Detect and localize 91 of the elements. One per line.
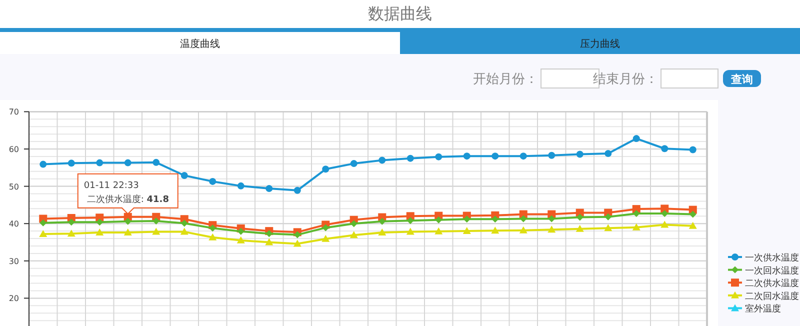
point [604,213,612,220]
point [152,158,160,166]
legend-label: 一次回水温度 [745,265,799,276]
point [632,223,640,230]
text: 查询 [730,73,753,86]
point [688,222,697,229]
point [492,152,499,160]
point [67,230,76,237]
y-tick-label: 50 [8,182,19,192]
point [406,217,414,224]
point [660,204,669,213]
point [520,215,527,222]
point [40,219,47,226]
point [491,226,500,234]
point [209,178,216,185]
legend-label: 二次供水温度 [745,278,799,290]
point [152,217,160,224]
point [434,227,443,234]
point [208,233,217,240]
point [96,218,104,226]
y-tick-label: 70 [8,108,19,117]
annotation: 01-11 22:33 二次供水温度: 41.8 [84,180,169,205]
point [294,186,301,194]
point [266,185,273,192]
point [689,146,696,154]
point [237,182,244,190]
point [180,220,188,227]
point [237,228,244,235]
text: 结束月份： [593,72,658,87]
point [435,153,442,160]
point [463,216,470,223]
point [689,210,696,218]
point [236,236,245,244]
point [378,228,386,236]
point [632,210,640,218]
point [406,154,414,162]
point [406,228,414,235]
legend-label: 一次供水温度 [745,252,799,264]
y-tick-label: 60 [8,145,19,154]
point [576,150,584,158]
point [350,160,358,168]
point [180,228,188,235]
point [492,216,499,223]
point [548,215,556,222]
y-tick-label: 30 [8,256,19,266]
point [661,145,668,152]
point [266,230,273,238]
point [350,220,358,228]
text: 开始月份： [473,72,538,87]
point [322,166,330,173]
point [68,218,75,226]
point [463,152,470,160]
point [632,135,640,142]
point [519,226,528,234]
point [40,160,47,168]
point [124,218,132,225]
point [661,210,668,218]
point [96,159,104,166]
point [576,224,584,232]
point [68,160,75,167]
point [350,231,358,238]
point [378,218,386,225]
point [293,240,302,247]
point [96,228,104,236]
legend-label: 二次回水温度 [745,290,799,302]
point [604,224,612,232]
point [322,234,330,242]
text: 压力曲线 [580,38,620,50]
legend-label: 室外温度 [745,304,781,315]
point [124,159,132,166]
point [152,228,160,235]
point [265,238,274,246]
point [378,156,386,164]
y-tick-label: 20 [8,294,19,304]
point [209,224,216,232]
point [548,226,556,233]
point [322,224,330,232]
y-tick-label: 40 [8,220,19,229]
point [180,172,188,179]
point [435,216,442,224]
point [39,230,48,238]
text: 温度曲线 [180,38,220,50]
point [604,150,612,157]
point [520,152,527,160]
point [576,214,584,221]
point [548,152,556,159]
point [124,228,132,236]
chart-title: 数据曲线 [368,4,432,23]
point [294,231,301,238]
point [660,220,669,228]
point [462,227,471,234]
